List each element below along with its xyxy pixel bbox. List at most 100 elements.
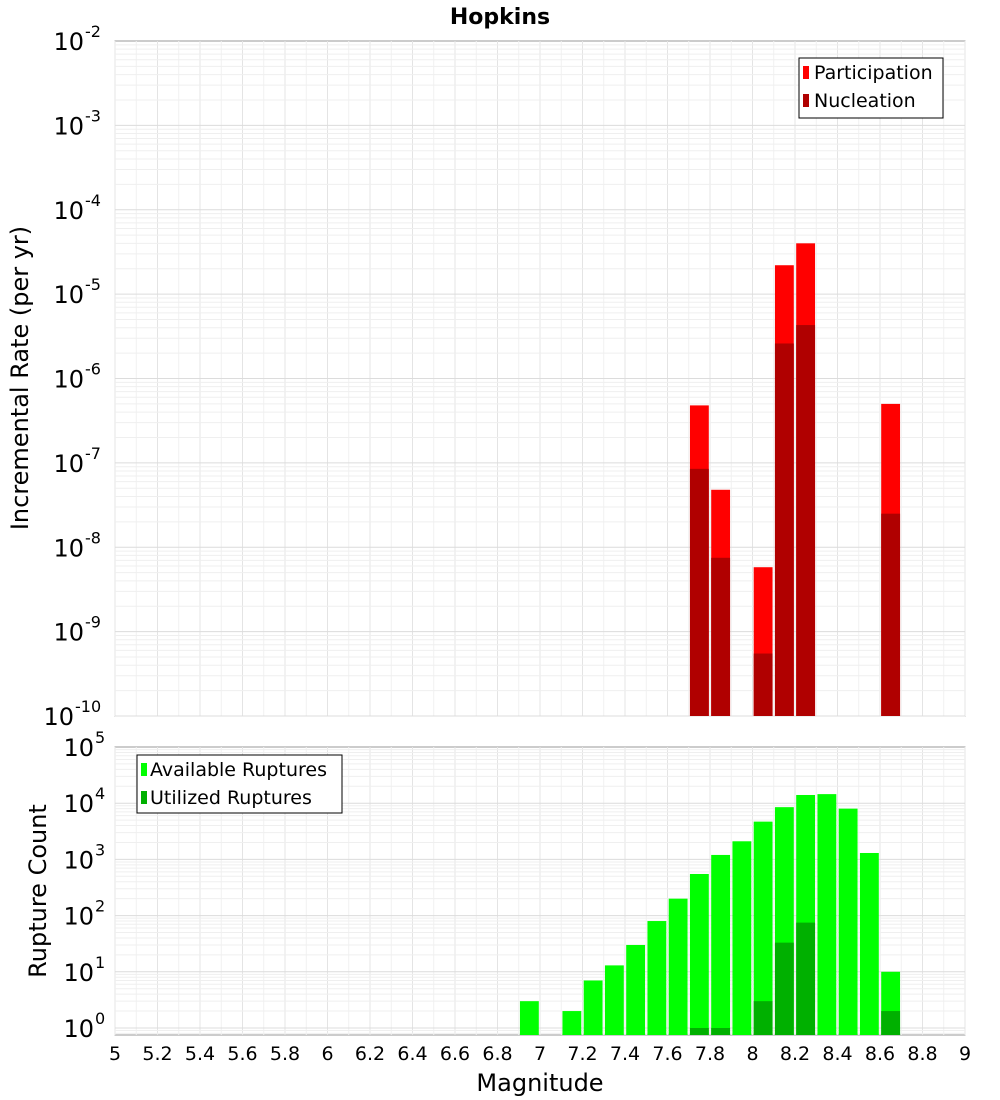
bottom-bar-available-ruptures	[859, 852, 879, 1035]
x-tick-label: 5.8	[270, 1043, 300, 1065]
y-tick-exponent: -8	[85, 528, 101, 547]
x-axis-label: Magnitude	[476, 1069, 603, 1097]
x-tick-label: 5.4	[185, 1043, 215, 1065]
y-tick-base: 10	[63, 790, 94, 818]
x-tick-label: 6.4	[397, 1043, 427, 1065]
top-plot-panel: 10-210-310-410-510-610-710-810-910-10 In…	[6, 22, 966, 731]
legend-swatch-participation	[803, 66, 809, 79]
x-tick-label: 8.2	[780, 1043, 810, 1065]
top-bar-nucleation	[753, 653, 773, 716]
x-tick-label: 5	[109, 1043, 121, 1065]
chart-title: Hopkins	[450, 5, 550, 30]
x-tick-label: 8	[746, 1043, 758, 1065]
bottom-y-axis-label: Rupture Count	[24, 804, 52, 978]
bottom-bar-available-ruptures	[583, 980, 603, 1035]
bottom-bar-utilized-ruptures	[711, 1027, 731, 1035]
bottom-bar-available-ruptures	[562, 1011, 582, 1035]
legend-swatch-nucleation	[803, 94, 809, 107]
y-tick-label: 10 -7	[53, 444, 101, 478]
x-tick-label: 5.6	[227, 1043, 257, 1065]
y-tick-label: 10 -8	[53, 528, 101, 562]
legend-nucleation: Nucleation	[814, 90, 916, 112]
x-tick-label: 6.6	[440, 1043, 470, 1065]
y-tick-label: 10 0	[63, 1009, 105, 1043]
y-tick-base: 10	[53, 112, 84, 140]
legend-participation: Participation	[814, 62, 933, 84]
bottom-bar-utilized-ruptures	[881, 1011, 901, 1035]
y-tick-label: 10 -9	[53, 613, 101, 647]
y-tick-exponent: -2	[85, 22, 101, 41]
x-tick-label: 5.2	[142, 1043, 172, 1065]
legend-available-ruptures: Available Ruptures	[150, 759, 327, 781]
y-tick-base: 10	[63, 959, 94, 987]
x-tick-label: 8.6	[865, 1043, 895, 1065]
bottom-bar-available-ruptures	[626, 944, 646, 1035]
y-tick-label: 10 -4	[53, 191, 101, 225]
top-bar-nucleation	[711, 557, 731, 716]
top-y-tick-labels: 10-210-310-410-510-610-710-810-910-10	[43, 22, 101, 731]
y-tick-label: 10 3	[63, 840, 105, 874]
y-tick-exponent: -7	[85, 444, 101, 463]
top-legend: Participation Nucleation	[798, 57, 944, 119]
y-tick-exponent: 2	[95, 897, 105, 916]
bottom-bar-utilized-ruptures	[796, 922, 816, 1035]
y-tick-label: 10 5	[63, 728, 105, 762]
y-tick-base: 10	[63, 734, 94, 762]
legend-utilized-ruptures: Utilized Ruptures	[150, 787, 312, 809]
y-tick-base: 10	[43, 703, 74, 731]
bottom-bar-available-ruptures	[838, 808, 858, 1035]
y-tick-label: 10 4	[63, 784, 105, 818]
y-tick-label: 10 -10	[43, 697, 101, 731]
y-tick-label: 10 -6	[53, 360, 101, 394]
top-y-axis-label: Incremental Rate (per yr)	[6, 226, 34, 530]
y-tick-exponent: 5	[95, 728, 105, 747]
y-tick-base: 10	[63, 846, 94, 874]
x-tick-label: 8.4	[822, 1043, 852, 1065]
x-tick-label: 7	[534, 1043, 546, 1065]
y-tick-base: 10	[53, 619, 84, 647]
top-gridlines	[114, 41, 966, 717]
y-tick-base: 10	[53, 281, 84, 309]
bottom-bar-utilized-ruptures	[774, 942, 794, 1035]
x-tick-label: 7.6	[652, 1043, 682, 1065]
x-tick-label: 6.2	[355, 1043, 385, 1065]
x-tick-label: 7.4	[610, 1043, 640, 1065]
y-tick-label: 10 -5	[53, 275, 101, 309]
y-tick-exponent: -4	[85, 191, 101, 210]
y-tick-label: 10 1	[63, 953, 105, 987]
bottom-bar-available-ruptures	[668, 898, 688, 1035]
y-tick-exponent: -3	[85, 106, 101, 125]
y-tick-base: 10	[53, 197, 84, 225]
top-bar-nucleation	[796, 325, 816, 716]
bottom-bars	[519, 794, 901, 1035]
x-tick-label: 9	[959, 1043, 971, 1065]
top-bar-nucleation	[689, 468, 709, 716]
y-tick-exponent: -6	[85, 360, 101, 379]
y-tick-base: 10	[53, 450, 84, 478]
legend-swatch-utilized	[141, 791, 147, 804]
y-tick-exponent: -9	[85, 613, 101, 632]
bottom-bar-available-ruptures	[689, 873, 709, 1035]
bottom-bar-available-ruptures	[817, 794, 837, 1035]
y-tick-base: 10	[63, 1015, 94, 1043]
bottom-bar-available-ruptures	[647, 921, 667, 1035]
y-tick-label: 10 -3	[53, 106, 101, 140]
bottom-legend-box	[136, 754, 343, 814]
bottom-bar-available-ruptures	[519, 1001, 539, 1035]
x-tick-label: 6	[321, 1043, 333, 1065]
bottom-bar-available-ruptures	[732, 841, 752, 1035]
y-tick-base: 10	[53, 366, 84, 394]
legend-swatch-available	[141, 763, 147, 776]
y-tick-base: 10	[53, 534, 84, 562]
x-tick-label: 8.8	[907, 1043, 937, 1065]
y-tick-exponent: 4	[95, 784, 105, 803]
x-tick-label: 7.2	[567, 1043, 597, 1065]
top-bar-nucleation	[881, 513, 901, 716]
top-legend-box	[798, 57, 944, 119]
x-tick-label: 7.8	[695, 1043, 725, 1065]
top-bars	[689, 243, 901, 717]
top-bar-nucleation	[774, 343, 794, 716]
